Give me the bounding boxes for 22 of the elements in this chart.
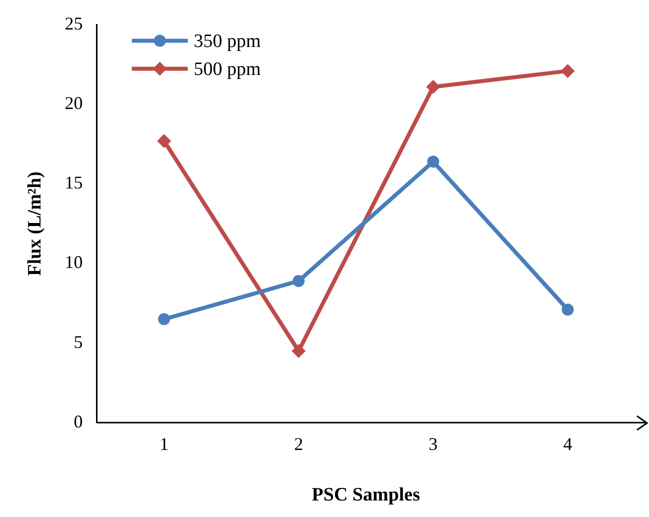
legend-label: 350 ppm xyxy=(194,30,262,52)
x-tick-label: 3 xyxy=(428,434,438,454)
point xyxy=(158,313,170,326)
point xyxy=(562,304,574,316)
point xyxy=(560,64,575,78)
y-tick-label: 15 xyxy=(64,172,83,193)
y-tick-label: 0 xyxy=(74,411,83,432)
point xyxy=(426,80,440,94)
y-tick-label: 10 xyxy=(64,252,83,272)
x-tick-label: 4 xyxy=(563,434,572,454)
y-tick-label: 5 xyxy=(74,332,83,352)
point xyxy=(427,156,440,168)
y-tick-label: 25 xyxy=(64,14,83,34)
x-tick-label: 2 xyxy=(294,434,304,454)
point xyxy=(157,134,172,148)
legend-label: 500 ppm xyxy=(194,58,262,80)
y-axis-title: Flux (L/m²h) xyxy=(24,171,46,276)
y-tick-label: 20 xyxy=(64,93,83,114)
point xyxy=(292,344,306,358)
x-tick-label: 1 xyxy=(160,434,169,454)
x-axis-title: PSC Samples xyxy=(312,484,420,506)
point xyxy=(292,274,305,287)
